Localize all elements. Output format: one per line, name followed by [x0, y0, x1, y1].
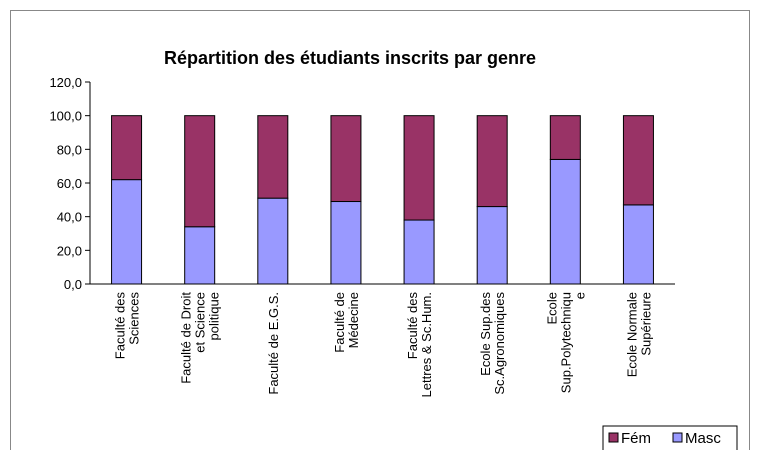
x-tick-label: Ecole [544, 292, 559, 325]
x-tick-label: Sciences [127, 292, 142, 345]
legend-box [602, 425, 738, 450]
legend-swatch [672, 432, 683, 443]
bar-segment [476, 206, 508, 285]
bar-segment [111, 115, 143, 181]
x-tick-label: Sup.Polytechniqu [558, 292, 573, 393]
bar-segment [184, 226, 216, 285]
y-tick-label: 100,0 [49, 109, 82, 124]
y-tick-label: 60,0 [57, 176, 82, 191]
legend: Fém Masc [602, 425, 738, 450]
bar-segment [622, 115, 654, 206]
y-tick-label: 80,0 [57, 142, 82, 157]
bar-segment [257, 197, 289, 285]
bar-segment [257, 115, 289, 199]
bar-segment [330, 201, 362, 285]
y-tick-label: 120,0 [49, 75, 82, 90]
legend-label: Masc [685, 430, 721, 447]
x-tick-label: e [572, 292, 587, 299]
bar-segment [184, 115, 216, 228]
bar-segment [549, 115, 581, 160]
x-tick-label: Médecine [346, 292, 361, 348]
x-tick-label: politique [207, 292, 222, 340]
bar-segment [476, 115, 508, 208]
bar-segment [330, 115, 362, 203]
bar-segment [403, 219, 435, 285]
y-tick-label: 20,0 [57, 243, 82, 258]
x-tick-label: Ecole Normale [624, 292, 639, 377]
x-tick-label: Lettres & Sc.Hum. [419, 292, 434, 397]
x-tick-label: Ecole Sup.des [478, 292, 493, 376]
legend-label: Fém [621, 430, 651, 447]
x-tick-label: et Science [193, 292, 208, 353]
legend-swatch [608, 432, 619, 443]
x-tick-label: Supérieure [638, 292, 653, 356]
x-tick-label: Faculté de [332, 292, 347, 353]
x-tick-label: Faculté des [113, 292, 128, 360]
x-tick-label: Faculté des [405, 292, 420, 360]
y-tick-label: 0,0 [64, 277, 82, 292]
bar-segment [111, 179, 143, 285]
bar-segment [403, 115, 435, 221]
x-tick-label: Faculté de Droit [179, 292, 194, 384]
x-tick-label: Sc.Agronomiques [492, 292, 507, 395]
y-tick-label: 40,0 [57, 210, 82, 225]
bar-segment [549, 158, 581, 285]
chart-title: Répartition des étudiants inscrits par g… [164, 48, 536, 68]
bar-segment [622, 204, 654, 285]
x-tick-label: Faculté de E.G.S. [266, 292, 281, 395]
